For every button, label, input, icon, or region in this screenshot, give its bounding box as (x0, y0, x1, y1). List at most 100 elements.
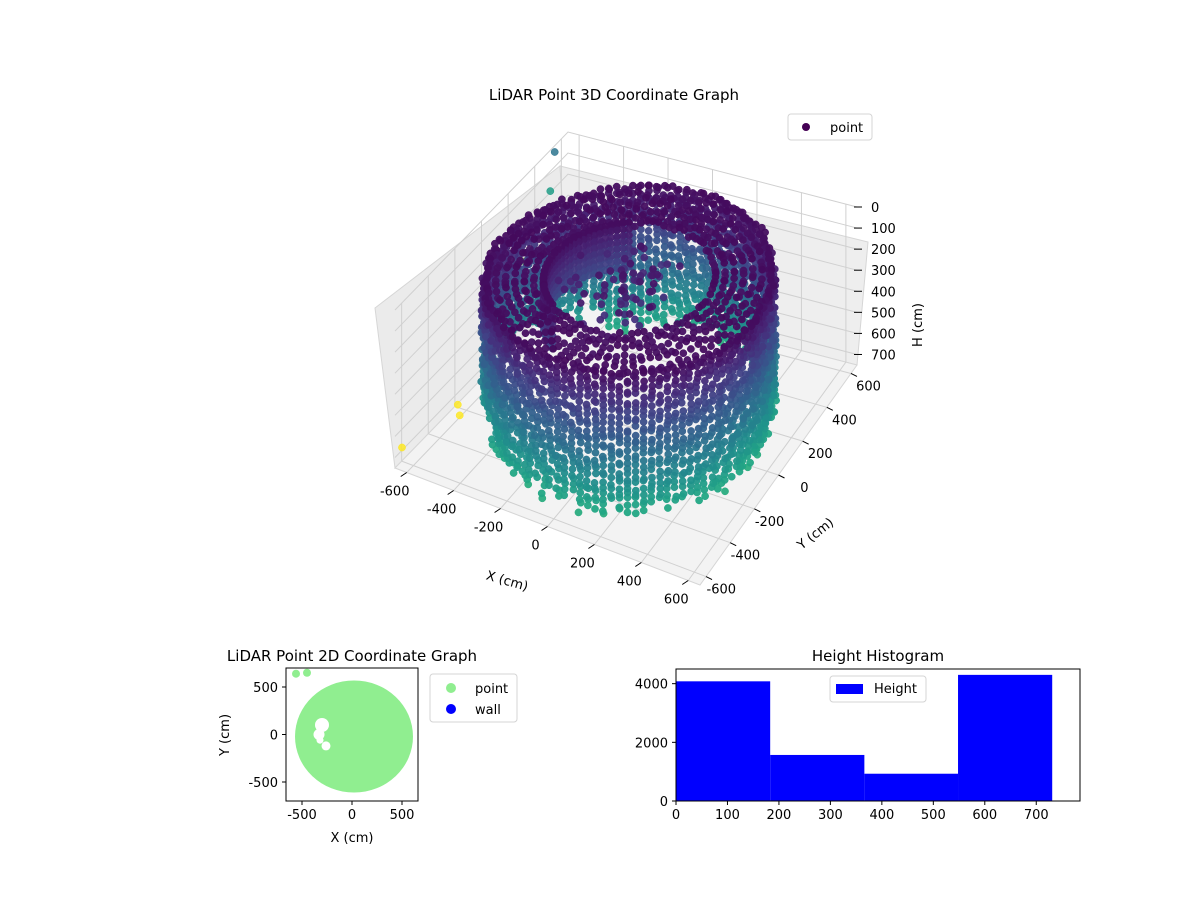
point-3d (635, 343, 644, 352)
point-3d (615, 190, 624, 199)
point-3d (694, 198, 703, 206)
x3d-tick-label-3: 0 (531, 539, 539, 554)
point-3d (675, 341, 683, 350)
yhist-tick-label-0: 0 (660, 795, 668, 810)
point-3d (636, 308, 645, 317)
x3d-tick-6 (681, 580, 689, 585)
point-3d (642, 193, 650, 202)
point-3d (566, 418, 575, 427)
point-3d (508, 326, 516, 335)
point-3d (507, 420, 516, 429)
point-3d (654, 218, 663, 226)
point-3d (575, 479, 584, 488)
point-3d (719, 225, 727, 233)
point-3d (651, 245, 660, 254)
point-3d (615, 398, 624, 406)
point-3d (728, 390, 736, 399)
grid-z-1 (394, 152, 858, 332)
xhist-tick-label-2: 200 (767, 808, 792, 823)
point-3d (709, 479, 718, 488)
point-3d (551, 397, 560, 405)
y3d-tick-1 (729, 542, 737, 547)
point-3d (560, 376, 569, 384)
point-3d (623, 459, 632, 468)
point-3d (560, 296, 568, 305)
point-3d (505, 239, 513, 248)
y3d-tick-label-3: 0 (800, 481, 808, 496)
point-3d (739, 270, 748, 278)
point-3d (647, 492, 656, 501)
point-3d (524, 465, 533, 474)
point-3d (655, 455, 664, 463)
point-3d (582, 400, 591, 409)
point-3d (639, 366, 648, 375)
title-2d: LiDAR Point 2D Coordinate Graph (227, 647, 477, 665)
point-3d (695, 226, 704, 234)
x3d-tick-label-5: 400 (617, 575, 642, 590)
point-3d (732, 380, 741, 388)
point-3d (549, 344, 558, 353)
point-3d (694, 340, 703, 348)
point-3d (640, 202, 649, 211)
point-3d (592, 469, 600, 478)
point-3d (644, 226, 653, 235)
point-3d (554, 405, 563, 413)
point-3d (720, 276, 728, 285)
point-3d (694, 463, 703, 471)
point-3d (680, 468, 689, 477)
point-3d (622, 293, 630, 302)
point-3d (672, 437, 680, 445)
point-3d (730, 238, 739, 246)
point-3d (656, 467, 664, 476)
y3d-tick-label-2: -200 (755, 515, 785, 530)
point-3d (617, 300, 625, 309)
point-3d (546, 187, 555, 195)
point-3d (589, 213, 598, 222)
point-3d (568, 389, 576, 398)
point-3d (537, 429, 546, 437)
point-3d (561, 392, 569, 400)
point-3d (616, 198, 625, 207)
point-3d (599, 484, 607, 492)
point-3d (621, 336, 630, 344)
histogram-bar-1 (770, 754, 865, 801)
point-3d (557, 225, 566, 233)
point-3d (398, 443, 406, 452)
point-3d (565, 329, 574, 338)
point-3d (560, 475, 568, 484)
point-3d (521, 329, 530, 338)
point-3d (543, 306, 552, 314)
point-3d (629, 269, 638, 277)
point-3d (583, 382, 592, 391)
point-3d (708, 424, 717, 432)
point-3d (671, 409, 680, 418)
point-3d (654, 331, 663, 340)
point-3d (664, 401, 673, 409)
point-3d (748, 361, 757, 369)
point-3d (567, 209, 575, 218)
point-3d (615, 470, 624, 478)
point-3d (656, 374, 664, 383)
point-3d (689, 334, 697, 343)
point-3d (560, 425, 569, 433)
point-3d (615, 382, 624, 391)
scatter-2d-outlier (303, 668, 311, 677)
point-3d (623, 414, 632, 422)
point-3d (701, 492, 709, 501)
point-3d (606, 344, 615, 353)
point-3d (648, 419, 656, 427)
point-3d (550, 148, 559, 156)
point-3d (582, 432, 591, 441)
point-3d (715, 409, 723, 417)
point-3d (576, 472, 584, 481)
point-3d (674, 297, 682, 305)
point-3d (514, 229, 523, 238)
point-3d (663, 383, 672, 391)
point-3d (646, 353, 655, 362)
point-3d (623, 388, 632, 397)
point-3d (560, 491, 569, 500)
point-3d (673, 210, 682, 219)
point-3d (679, 456, 688, 465)
point-3d (648, 408, 656, 417)
point-3d (533, 413, 542, 421)
